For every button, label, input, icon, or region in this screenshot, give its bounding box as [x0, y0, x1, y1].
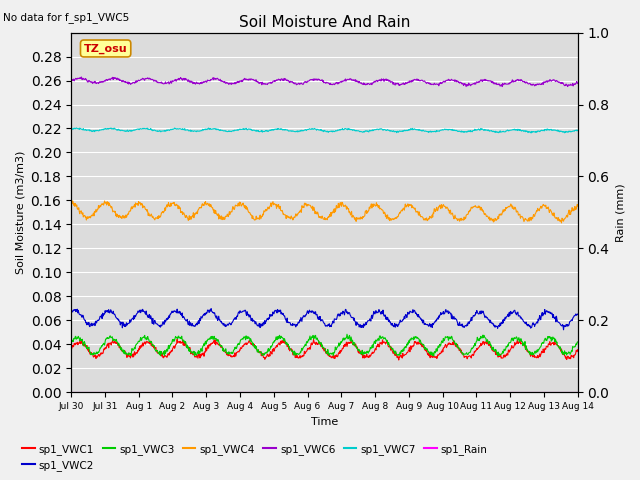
sp1_VWC3	[291, 348, 298, 354]
sp1_VWC6	[462, 84, 470, 89]
sp1_VWC3	[415, 339, 423, 345]
sp1_VWC4	[291, 215, 299, 220]
sp1_VWC1	[395, 357, 403, 363]
sp1_VWC7	[415, 127, 423, 133]
sp1_VWC2	[574, 312, 582, 317]
Line: sp1_VWC1: sp1_VWC1	[71, 339, 578, 360]
sp1_VWC7	[72, 125, 80, 131]
Y-axis label: Soil Moisture (m3/m3): Soil Moisture (m3/m3)	[15, 151, 25, 274]
sp1_VWC7	[291, 129, 299, 134]
sp1_VWC1	[574, 347, 582, 352]
sp1_VWC7	[120, 128, 127, 133]
sp1_VWC7	[472, 127, 479, 133]
X-axis label: Time: Time	[311, 417, 338, 427]
sp1_Rain	[462, 389, 470, 395]
sp1_VWC1	[291, 352, 299, 358]
sp1_VWC7	[273, 126, 280, 132]
sp1_Rain	[67, 389, 75, 395]
sp1_VWC3	[472, 339, 480, 345]
sp1_VWC1	[273, 343, 280, 348]
sp1_VWC4	[120, 213, 127, 219]
sp1_VWC6	[574, 81, 582, 86]
sp1_VWC1	[463, 356, 471, 362]
sp1_VWC2	[119, 319, 127, 325]
sp1_VWC3	[67, 340, 75, 346]
sp1_VWC1	[173, 336, 181, 342]
Legend: sp1_VWC1, sp1_VWC2, sp1_VWC3, sp1_VWC4, sp1_VWC6, sp1_VWC7, sp1_Rain: sp1_VWC1, sp1_VWC2, sp1_VWC3, sp1_VWC4, …	[18, 439, 492, 475]
sp1_VWC3	[343, 331, 351, 337]
sp1_VWC7	[463, 129, 470, 135]
sp1_Rain	[574, 389, 582, 395]
sp1_VWC2	[415, 314, 423, 320]
sp1_VWC2	[560, 327, 568, 333]
Line: sp1_VWC7: sp1_VWC7	[71, 128, 578, 133]
Y-axis label: Rain (mm): Rain (mm)	[615, 183, 625, 242]
sp1_VWC4	[574, 203, 582, 209]
sp1_VWC1	[472, 348, 480, 353]
sp1_VWC3	[463, 351, 471, 357]
sp1_Rain	[415, 389, 423, 395]
Line: sp1_VWC4: sp1_VWC4	[71, 201, 578, 223]
sp1_VWC6	[273, 77, 280, 83]
sp1_VWC2	[291, 321, 299, 327]
sp1_Rain	[119, 389, 127, 395]
Line: sp1_VWC6: sp1_VWC6	[71, 77, 578, 86]
sp1_VWC7	[574, 128, 582, 133]
sp1_VWC3	[574, 339, 582, 345]
sp1_VWC6	[67, 78, 75, 84]
sp1_VWC2	[463, 323, 470, 329]
sp1_VWC6	[415, 78, 423, 84]
Title: Soil Moisture And Rain: Soil Moisture And Rain	[239, 15, 410, 30]
sp1_VWC1	[119, 348, 127, 354]
sp1_VWC6	[120, 78, 127, 84]
Text: TZ_osu: TZ_osu	[84, 43, 127, 54]
sp1_VWC6	[291, 80, 299, 86]
sp1_VWC4	[273, 205, 280, 211]
Line: sp1_VWC3: sp1_VWC3	[71, 334, 578, 356]
sp1_VWC3	[272, 334, 280, 340]
sp1_VWC6	[463, 82, 471, 87]
sp1_VWC7	[527, 130, 535, 136]
sp1_Rain	[291, 389, 298, 395]
sp1_VWC7	[67, 126, 75, 132]
sp1_VWC4	[69, 198, 77, 204]
sp1_VWC2	[207, 306, 215, 312]
Line: sp1_VWC2: sp1_VWC2	[71, 309, 578, 330]
sp1_Rain	[272, 389, 280, 395]
sp1_VWC4	[67, 202, 75, 208]
sp1_VWC4	[415, 212, 423, 218]
sp1_VWC3	[430, 353, 438, 359]
sp1_VWC6	[77, 74, 85, 80]
sp1_VWC2	[273, 309, 280, 315]
sp1_VWC6	[472, 79, 480, 85]
sp1_VWC3	[119, 349, 127, 355]
sp1_VWC2	[67, 308, 75, 313]
Text: No data for f_sp1_VWC5: No data for f_sp1_VWC5	[3, 12, 129, 23]
sp1_VWC4	[472, 204, 479, 210]
sp1_VWC1	[67, 346, 75, 351]
sp1_Rain	[472, 389, 479, 395]
sp1_VWC1	[416, 340, 424, 346]
sp1_VWC2	[472, 310, 479, 315]
sp1_VWC4	[463, 212, 470, 217]
sp1_VWC4	[557, 220, 565, 226]
